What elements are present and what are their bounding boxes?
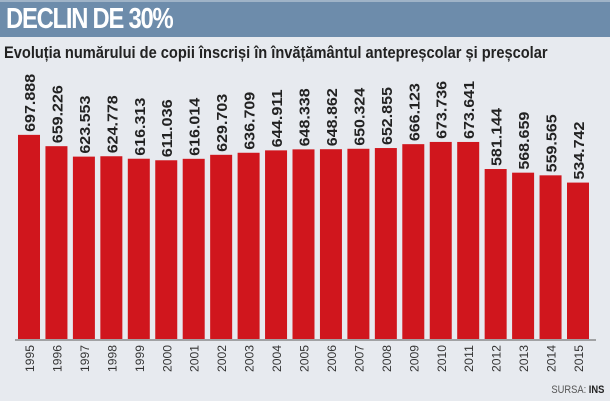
bar-2008 <box>374 148 397 339</box>
bar-2001 <box>182 158 205 339</box>
data-label: 659.226 <box>49 85 66 143</box>
bar-2006 <box>319 149 342 339</box>
x-tick-label: 1999 <box>133 345 147 372</box>
data-label: 611.036 <box>159 99 176 157</box>
bar-1998 <box>100 156 123 339</box>
data-label: 648.338 <box>297 88 314 146</box>
data-label: 629.703 <box>214 94 231 152</box>
bar-2004 <box>265 150 288 339</box>
bar-2002 <box>210 154 233 339</box>
data-label: 697.888 <box>22 74 39 132</box>
bar-1997 <box>72 156 95 339</box>
x-tick-label: 2010 <box>435 345 449 372</box>
x-tick-label: 1996 <box>50 345 64 372</box>
page-title: DECLIN DE 30% <box>6 3 174 35</box>
header-band: DECLIN DE 30% <box>0 0 610 37</box>
data-label: 581.144 <box>489 107 506 166</box>
x-tick-label: 2009 <box>407 345 421 372</box>
data-label: 616.014 <box>187 97 204 156</box>
data-label: 673.641 <box>461 81 478 139</box>
bar-2005 <box>292 149 315 339</box>
x-tick-label: 2002 <box>215 345 229 372</box>
x-tick-label: 2011 <box>462 345 476 372</box>
source-value: INS <box>588 384 604 396</box>
bar-1995 <box>18 134 40 339</box>
x-tick-label: 2013 <box>517 345 531 372</box>
data-label: 616.313 <box>132 98 149 156</box>
bar-2000 <box>155 160 178 339</box>
data-label: 652.855 <box>379 87 396 145</box>
data-label: 636.709 <box>242 92 259 150</box>
data-label: 623.553 <box>77 96 94 154</box>
bar-1999 <box>127 158 150 339</box>
chart-title: Evoluția numărului de copii înscriși în … <box>4 43 548 62</box>
bar-2003 <box>237 152 260 339</box>
x-tick-label: 2014 <box>545 345 559 372</box>
data-label: 624.778 <box>104 95 121 153</box>
data-label: 673.736 <box>434 81 451 139</box>
data-label: 568.659 <box>516 112 533 170</box>
data-label: 650.324 <box>351 87 368 146</box>
x-tick-label: 2000 <box>160 345 174 372</box>
x-tick-label: 2012 <box>490 345 504 372</box>
x-tick-label: 2006 <box>325 345 339 372</box>
bar-2010 <box>429 141 452 339</box>
data-label: 534.742 <box>571 122 588 180</box>
bar-2007 <box>347 148 370 339</box>
bar-2011 <box>457 141 480 339</box>
x-tick-label: 2004 <box>270 345 284 372</box>
x-tick-label: 2007 <box>352 345 366 372</box>
bar-2015 <box>567 182 589 339</box>
bar-2012 <box>484 169 507 339</box>
data-label: 559.565 <box>544 114 561 172</box>
bar-2013 <box>512 172 535 339</box>
x-tick-label: 2015 <box>572 345 586 372</box>
x-tick-label: 1998 <box>105 345 119 372</box>
x-tick-label: 1995 <box>23 345 37 372</box>
x-tick-label: 1997 <box>78 345 92 372</box>
data-label: 648.862 <box>324 88 341 146</box>
x-tick-label: 2005 <box>298 345 312 372</box>
x-tick-label: 2008 <box>380 345 394 372</box>
data-label: 644.911 <box>269 89 286 147</box>
source-note: SURSA: INS <box>551 384 604 396</box>
bar-1996 <box>45 146 68 339</box>
x-tick-label: 2003 <box>243 345 257 372</box>
bar-2009 <box>402 144 425 339</box>
source-label: SURSA: <box>550 384 586 396</box>
data-label: 666.123 <box>406 83 423 141</box>
bar-2014 <box>539 175 562 339</box>
x-tick-label: 2001 <box>188 345 202 372</box>
